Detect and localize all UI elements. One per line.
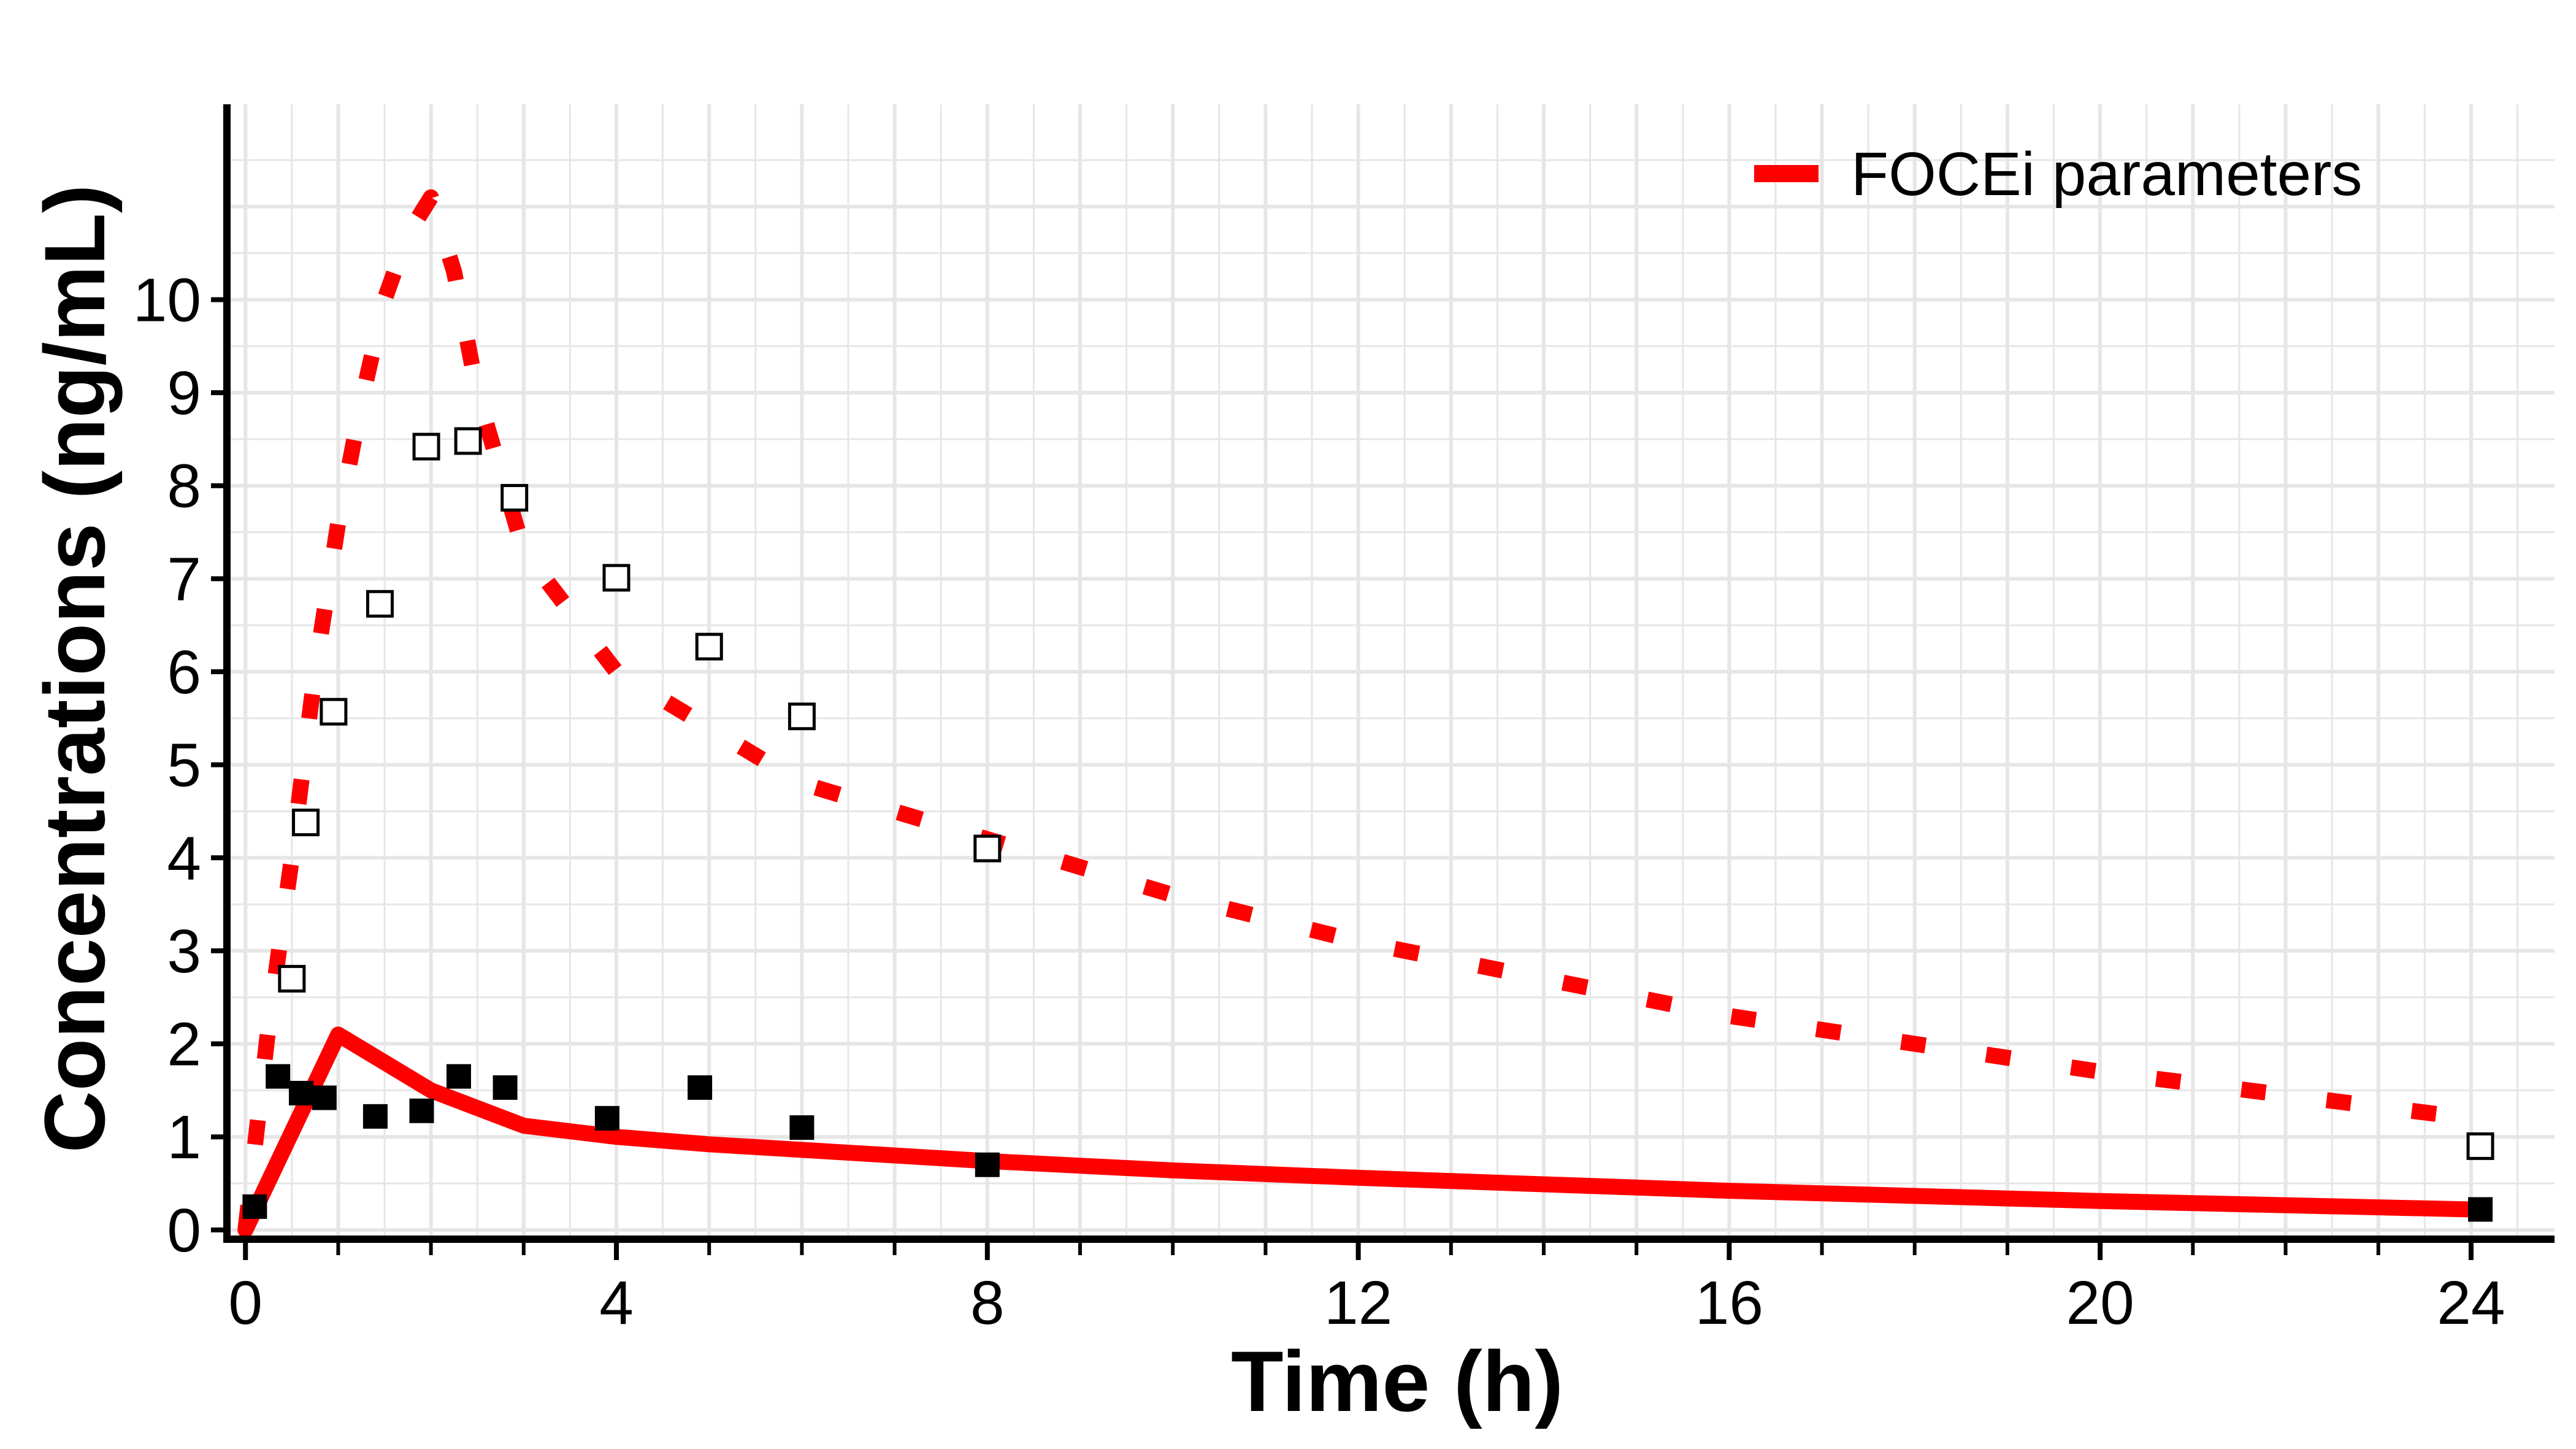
prediction-line-solid (237, 1026, 2479, 1238)
axes (211, 104, 2555, 1260)
observed-point-open (412, 432, 440, 461)
observed-point-filled (266, 1064, 291, 1089)
y-tick-label: 4 (167, 824, 201, 893)
x-tick-label: 20 (2066, 1269, 2134, 1337)
x-tick-label: 8 (970, 1269, 1005, 1337)
observed-point-filled (789, 1115, 815, 1140)
observed-point-open (973, 834, 1002, 863)
observed-point-open (278, 964, 306, 993)
observed-point-open (695, 632, 723, 661)
observed-point-filled (242, 1194, 267, 1219)
y-tick-label: 7 (167, 545, 201, 613)
observed-point-filled (409, 1098, 434, 1123)
observed-point-open (2466, 1132, 2494, 1160)
prediction-line-dotted (237, 189, 2472, 1231)
observed-point-open (292, 809, 320, 837)
y-tick-label: 1 (167, 1103, 201, 1172)
observed-point-open (320, 698, 348, 726)
observed-point-open (454, 427, 482, 455)
y-tick-label: 0 (167, 1196, 201, 1265)
y-axis-title: Concentrations (ng/mL) (26, 185, 123, 1153)
observed-point-open (602, 564, 631, 592)
observed-point-filled (362, 1104, 388, 1129)
y-tick-label: 9 (167, 359, 201, 428)
series-layer (237, 189, 2494, 1238)
observed-point-filled (594, 1105, 619, 1131)
observed-point-filled (312, 1085, 337, 1110)
legend: FOCEi parameters (1754, 140, 2363, 209)
legend-label-focei: FOCEi parameters (1851, 140, 2363, 209)
observed-point-filled (688, 1075, 713, 1100)
observed-point-open (500, 483, 529, 512)
x-tick-label: 0 (228, 1269, 263, 1337)
observed-point-filled (446, 1064, 471, 1089)
observed-point-filled (493, 1075, 518, 1100)
y-tick-label: 6 (167, 638, 201, 707)
grid (227, 104, 2555, 1239)
y-tick-label: 5 (167, 731, 201, 800)
y-tick-label: 3 (167, 917, 201, 986)
observed-point-open (788, 702, 816, 731)
observed-point-filled (2468, 1197, 2493, 1222)
x-tick-label: 4 (599, 1269, 634, 1337)
observed-point-filled (975, 1152, 1000, 1177)
y-tick-label: 10 (133, 266, 201, 334)
observed-point-filled (288, 1080, 313, 1105)
y-tick-label: 8 (167, 452, 201, 521)
x-axis-title: Time (h) (1231, 1333, 1563, 1429)
x-tick-label: 12 (1324, 1269, 1392, 1337)
observed-point-open (366, 590, 394, 618)
x-tick-label: 24 (2437, 1269, 2505, 1337)
y-tick-label: 2 (167, 1010, 201, 1079)
x-tick-label: 16 (1695, 1269, 1763, 1337)
